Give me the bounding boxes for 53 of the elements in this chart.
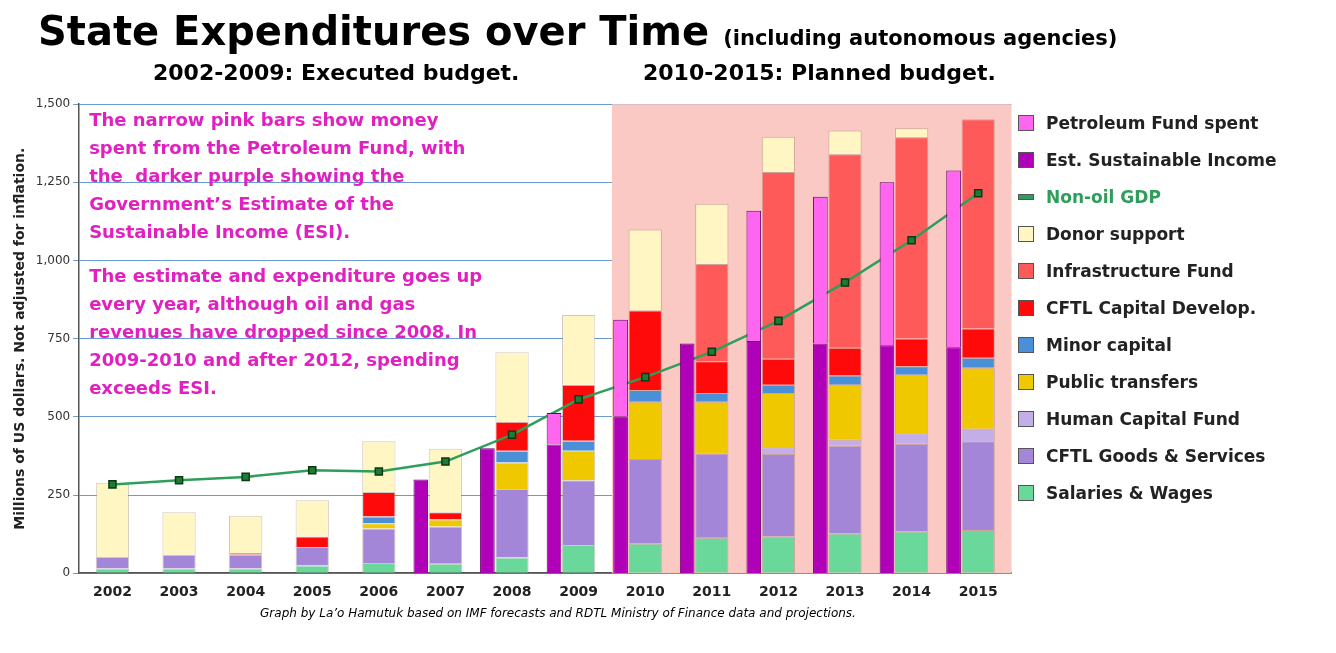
legend-label: Petroleum Fund spent xyxy=(1046,112,1259,133)
x-tick-label: 2006 xyxy=(359,583,399,600)
chart-title: State Expenditures over Time xyxy=(38,8,710,54)
text: 2010-2015: Planned budget. xyxy=(643,60,996,87)
x-tick-label: 2010 xyxy=(625,583,665,600)
x-tick-label: 2002 xyxy=(92,583,132,600)
text: 2002-2009: Executed budget. xyxy=(153,60,521,87)
legend-label: Human Capital Fund xyxy=(1046,408,1240,429)
point xyxy=(241,472,250,482)
legend-label: Minor capital xyxy=(1046,334,1172,355)
point xyxy=(707,347,717,357)
legend-label: CFTL Goods & Services xyxy=(1046,445,1266,466)
annotation: The estimate and expenditure goes up every year, although oil and gas revenues have dropped since 2008. In 2009-2010 and after 2012, spending exceeds ESI. xyxy=(89,264,483,398)
annotation: The narrow pink bars show money spent from the Petroleum Fund, with the darker purple showing the Government’s Estimate of the Sustainable Income (ESI). xyxy=(89,108,466,242)
y-tick-label: 250 xyxy=(47,487,71,502)
y-tick-label: 750 xyxy=(47,330,71,345)
legend-label: Non-oil GDP xyxy=(1046,186,1161,207)
point xyxy=(174,476,184,485)
y-tick-label: 0 xyxy=(62,565,71,580)
chart-subtitle: (including autonomous agencies) xyxy=(723,26,1118,50)
y-axis-title: Millions of US dollars. Not adjusted for inflation. xyxy=(11,147,28,530)
x-tick-label: 2015 xyxy=(958,583,998,600)
point xyxy=(374,467,384,476)
point xyxy=(574,395,583,404)
x-tick-label: 2013 xyxy=(825,583,865,600)
point xyxy=(640,372,650,382)
legend-label: Est. Sustainable Income xyxy=(1046,149,1277,170)
legend-label: Infrastructure Fund xyxy=(1046,260,1234,281)
y-tick-label: 500 xyxy=(47,408,71,423)
x-tick-label: 2007 xyxy=(425,583,465,600)
x-tick-label: 2014 xyxy=(892,583,932,600)
point xyxy=(108,480,117,489)
legend-label: Salaries & Wages xyxy=(1046,482,1213,503)
legend-label: CFTL Capital Develop. xyxy=(1046,297,1257,318)
x-tick-label: 2009 xyxy=(559,583,599,600)
point xyxy=(907,235,916,245)
y-tick-label: 1,000 xyxy=(35,252,71,267)
point xyxy=(307,466,317,475)
text: Graph by La’o Hamutuk based on IMF forecasts and RDTL Ministry of Finance data and projections. xyxy=(259,606,857,620)
x-tick-label: 2012 xyxy=(758,583,798,600)
point xyxy=(774,316,783,326)
x-tick-label: 2004 xyxy=(226,583,266,600)
point xyxy=(840,278,850,287)
legend-label: Public transfers xyxy=(1046,371,1199,392)
legend-label: Donor support xyxy=(1046,223,1185,244)
x-tick-label: 2005 xyxy=(292,583,332,600)
x-tick-label: 2008 xyxy=(492,583,532,600)
x-tick-label: 2011 xyxy=(692,583,732,600)
y-tick-label: 1,500 xyxy=(35,96,71,111)
point xyxy=(441,457,450,466)
x-tick-label: 2003 xyxy=(159,583,199,600)
y-tick-label: 1,250 xyxy=(35,174,71,189)
point xyxy=(973,189,983,198)
